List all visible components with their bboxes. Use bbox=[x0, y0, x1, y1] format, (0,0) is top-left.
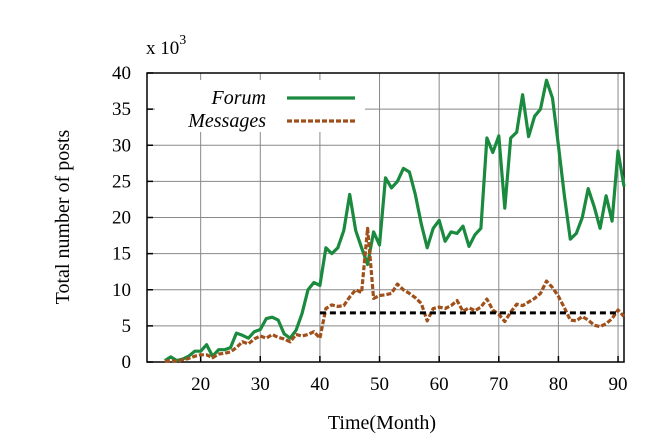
y-tick-label: 40 bbox=[112, 63, 131, 84]
y-multiplier: x 103 bbox=[146, 33, 186, 59]
legend-background bbox=[155, 80, 365, 132]
x-tick-label: 90 bbox=[609, 374, 628, 395]
y-axis-label: Total number of posts bbox=[52, 129, 74, 304]
x-tick-label: 20 bbox=[191, 374, 210, 395]
y-tick-label: 15 bbox=[112, 244, 131, 265]
x-tick-label: 80 bbox=[549, 374, 568, 395]
x-axis-label: Time(Month) bbox=[328, 412, 436, 434]
y-tick-label: 35 bbox=[112, 99, 131, 120]
series-line-1 bbox=[164, 226, 626, 363]
y-tick-label: 20 bbox=[112, 208, 131, 229]
y-tick-label: 10 bbox=[112, 280, 131, 301]
series-lines bbox=[164, 78, 626, 363]
y-tick-label: 30 bbox=[112, 135, 131, 156]
x-tick-label: 50 bbox=[370, 374, 389, 395]
x-tick-label: 60 bbox=[430, 374, 449, 395]
legend-label-1: Messages bbox=[187, 110, 266, 132]
x-tick-label: 40 bbox=[310, 374, 329, 395]
y-multiplier-exponent: 3 bbox=[179, 33, 186, 48]
legend-label-0: Forum bbox=[211, 87, 266, 109]
y-tick-label: 5 bbox=[122, 316, 132, 337]
y-tick-label: 25 bbox=[112, 171, 131, 192]
x-tick-label: 30 bbox=[251, 374, 270, 395]
y-multiplier-base: x 10 bbox=[146, 38, 179, 59]
axis-ticks: 20 30 40 50 60 70 80 90 0 5 10 15 20 25 30 35 40 bbox=[112, 63, 628, 395]
x-tick-label: 70 bbox=[489, 374, 508, 395]
y-tick-label: 0 bbox=[122, 352, 132, 373]
series-line-0 bbox=[164, 78, 626, 363]
